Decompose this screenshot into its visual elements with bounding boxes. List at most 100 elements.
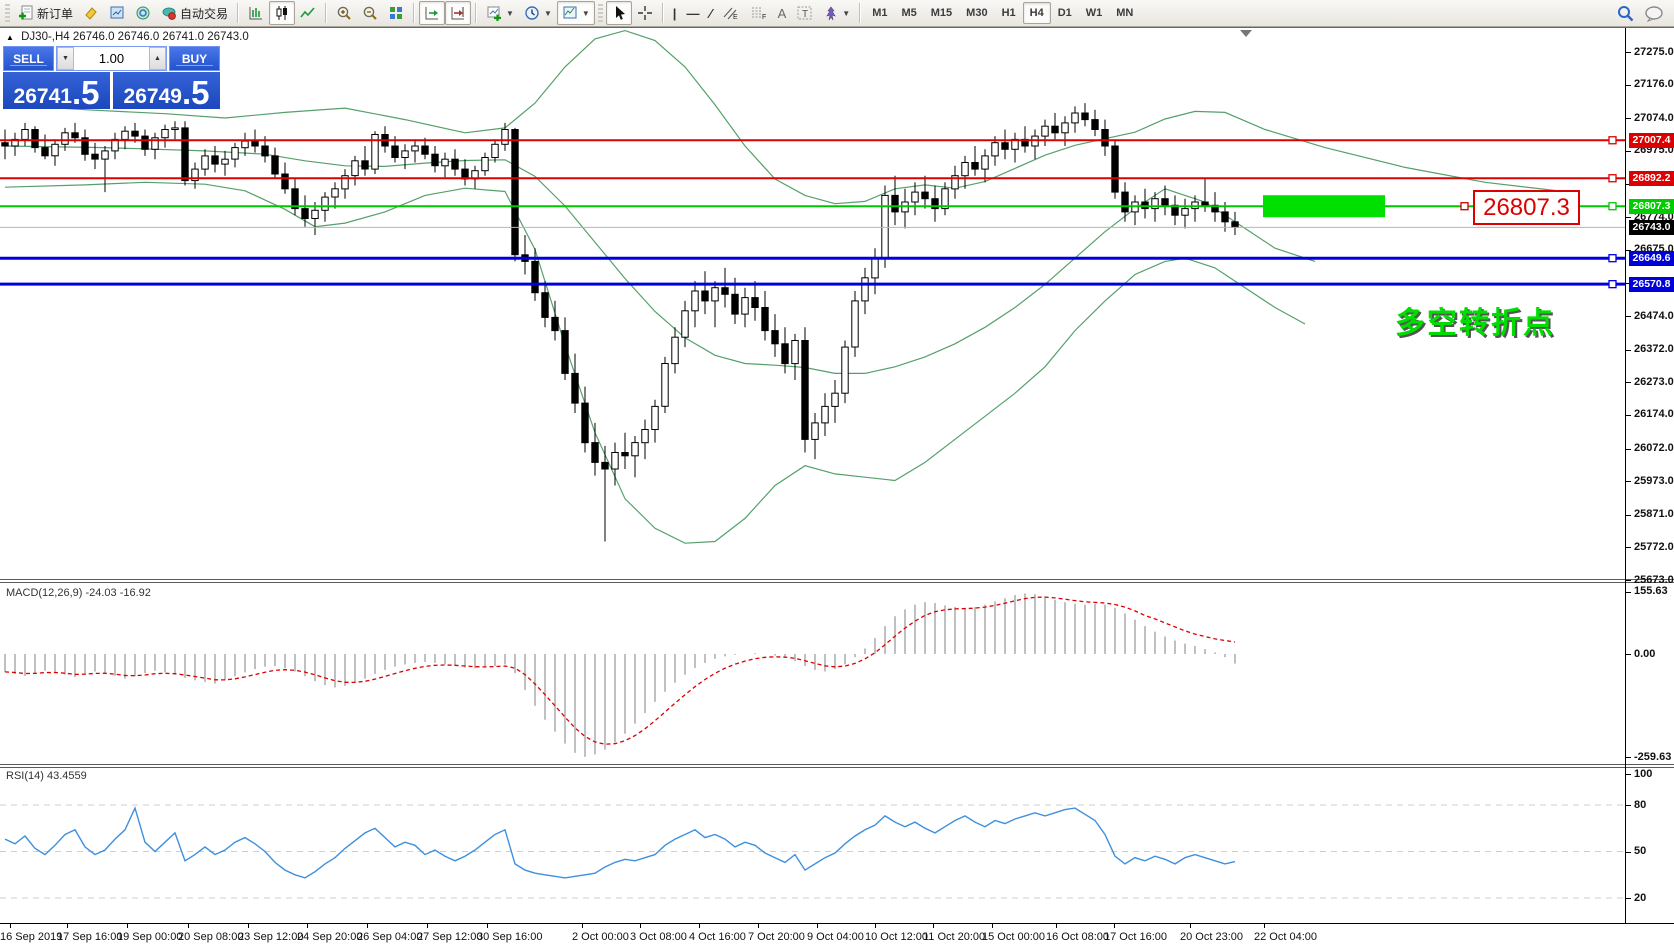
candlestick-chart-button[interactable] (269, 1, 296, 25)
navigator-icon (136, 6, 150, 20)
new-order-icon (19, 5, 33, 20)
axis-tick (1626, 514, 1631, 516)
axis-tick (1626, 547, 1631, 549)
time-tick (758, 924, 759, 928)
cursor-button[interactable] (605, 1, 632, 25)
vertical-line-button[interactable]: | (668, 1, 682, 25)
fibonacci-button[interactable]: F (745, 1, 773, 25)
axis-tick (1626, 898, 1631, 899)
timeframe-w1[interactable]: W1 (1085, 7, 1103, 19)
timeframe-h1[interactable]: H1 (1001, 7, 1016, 19)
highlight-rectangle[interactable] (1263, 195, 1385, 218)
horizontal-line-icon: — (686, 5, 700, 21)
time-tick-label: 20 Oct 23:00 (1180, 931, 1243, 943)
volume-increase-button[interactable]: ▲ (149, 47, 166, 70)
timeframe-d1[interactable]: D1 (1057, 7, 1072, 19)
price-tag: 27007.4 (1629, 132, 1674, 148)
new-order-button[interactable]: 新订单 (13, 1, 78, 25)
buy-button[interactable]: BUY (169, 46, 220, 71)
timeframe-m1[interactable]: M1 (872, 7, 888, 19)
timeframe-m15[interactable]: M15 (930, 7, 953, 19)
buy-price[interactable]: 26749 .5 (113, 72, 220, 109)
panel-divider[interactable] (0, 579, 1674, 583)
time-tick (699, 924, 700, 928)
time-tick (875, 924, 876, 928)
time-tick-label: 3 Oct 08:00 (630, 931, 687, 943)
search-icon[interactable] (1617, 5, 1634, 22)
macd-label: MACD(12,26,9) -24.03 -16.92 (6, 587, 151, 599)
main-price-chart[interactable] (0, 28, 1625, 581)
text-button[interactable]: A (773, 1, 792, 25)
text-label-button[interactable]: T (791, 1, 819, 25)
periods-button[interactable]: ▼ (519, 1, 557, 25)
timeframe-m30[interactable]: M30 (966, 7, 988, 19)
trendline-button[interactable]: ∕ (704, 1, 716, 25)
dropdown-arrow-icon: ▼ (581, 8, 590, 18)
price-tick-label: 26273.0 (1634, 375, 1674, 388)
trendline-icon: ∕ (709, 5, 712, 21)
zoom-in-icon (337, 6, 351, 20)
candlestick-chart-icon (276, 6, 288, 20)
timeframe-h4[interactable]: H4 (1022, 2, 1051, 24)
time-tick-label: 4 Oct 16:00 (689, 931, 746, 943)
sell-price-pips: .5 (71, 73, 100, 111)
new-order-label: 新订单 (37, 6, 74, 21)
price-callout-label[interactable]: 26807.3 (1473, 190, 1580, 225)
sell-price[interactable]: 26741 .5 (3, 72, 110, 109)
price-tag: 26570.8 (1629, 276, 1674, 292)
crosshair-button[interactable] (632, 1, 658, 25)
chat-icon[interactable] (1644, 5, 1664, 22)
timeframe-mn[interactable]: MN (1116, 7, 1134, 19)
chinese-note-text[interactable]: 多空转折点 (1395, 307, 1555, 340)
autotrading-button[interactable]: 自动交易 (156, 1, 233, 25)
equidistant-channel-button[interactable]: E (717, 1, 745, 25)
volume-value[interactable]: 1.00 (98, 51, 125, 66)
time-tick (992, 924, 993, 928)
macd-indicator-panel[interactable] (0, 583, 1625, 764)
volume-decrease-button[interactable]: ▼ (57, 47, 74, 70)
price-tag: 26807.3 (1629, 198, 1674, 214)
timeframe-m5[interactable]: M5 (901, 7, 917, 19)
rsi-indicator-panel[interactable] (0, 767, 1625, 923)
zoom-out-button[interactable] (357, 1, 383, 25)
market-watch-button[interactable] (104, 1, 130, 25)
zoom-in-button[interactable] (331, 1, 357, 25)
axis-tick (1626, 805, 1631, 806)
styles-button[interactable] (78, 1, 104, 25)
axis-tick (1626, 382, 1631, 384)
time-tick (367, 924, 368, 928)
navigator-button[interactable] (130, 1, 156, 25)
svg-text:E: E (733, 14, 738, 21)
time-tick (127, 924, 128, 928)
tile-windows-button[interactable] (383, 1, 409, 25)
axis-tick (1626, 217, 1631, 219)
price-tick-label: 27074.0 (1634, 111, 1674, 124)
line-chart-button[interactable] (295, 1, 321, 25)
time-axis[interactable]: 16 Sep 2019 17 Sep 16:00 19 Sep 00:00 20 Se… (0, 923, 1674, 949)
panel-divider[interactable] (0, 764, 1674, 768)
bar-chart-button[interactable] (243, 1, 269, 25)
axis-tick (1626, 316, 1631, 318)
add-indicator-button[interactable]: ▼ (481, 1, 519, 25)
brush-icon (85, 7, 97, 20)
arrows-button[interactable]: ▼ (819, 1, 855, 25)
toolb​ar-grip[interactable] (5, 4, 10, 22)
chart-title: ▲ DJ30-,H4 26746.0 26746.0 26741.0 26743… (6, 31, 249, 43)
auto-scroll-button[interactable] (445, 1, 472, 25)
chart-shift-button[interactable] (419, 1, 446, 25)
time-tick-label: 10 Oct 12:00 (865, 931, 928, 943)
template-button[interactable]: ▼ (556, 1, 595, 25)
dropdown-arrow-icon: ▼ (506, 8, 514, 18)
sell-button[interactable]: SELL (3, 46, 54, 71)
bar-chart-icon (249, 7, 263, 20)
time-tick (427, 924, 428, 928)
time-tick (640, 924, 641, 928)
time-tick (188, 924, 189, 928)
time-tick-label: 15 Oct 00:00 (982, 931, 1045, 943)
collapse-icon[interactable]: ▲ (6, 33, 14, 42)
horizontal-line-button[interactable]: — (681, 1, 704, 25)
axis-tick (1626, 774, 1631, 775)
toolbar-grip[interactable] (597, 4, 603, 22)
chart-shift-marker[interactable] (1240, 30, 1252, 37)
line-chart-icon (300, 7, 315, 18)
